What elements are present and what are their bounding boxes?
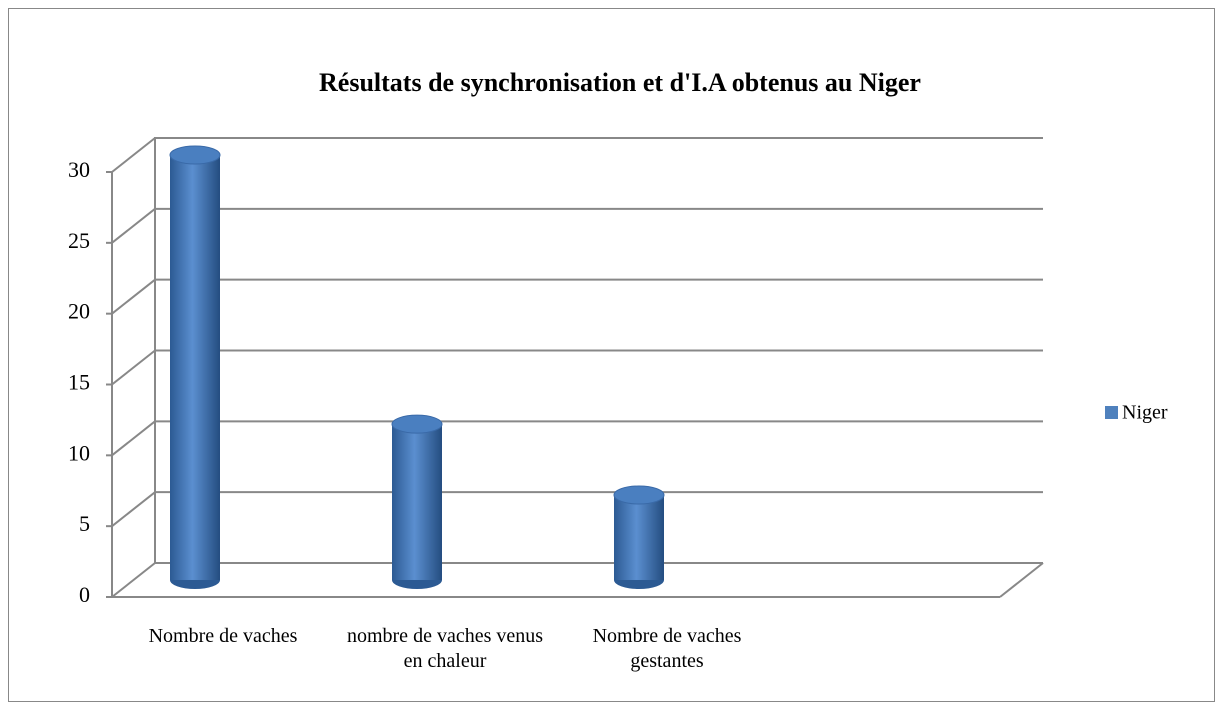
y-tick-label: 15 (68, 370, 90, 395)
legend-swatch (1105, 406, 1118, 419)
y-tick-label: 0 (79, 582, 90, 607)
bar-top (391, 414, 443, 434)
y-tick-label: 20 (68, 299, 90, 324)
bar-top (613, 485, 665, 505)
grid-line (111, 137, 156, 173)
bar (392, 424, 442, 580)
y-tick-label: 5 (79, 511, 90, 536)
x-tick-label: nombre de vaches venus en chaleur (346, 625, 544, 672)
y-tick-label: 25 (68, 228, 90, 253)
floor-right (999, 562, 1044, 598)
grid-line (111, 349, 156, 386)
x-tick-label: Nombre de vaches gestantes (592, 625, 742, 672)
bar-top (169, 145, 221, 165)
grid-line (111, 491, 156, 527)
grid-line (111, 562, 156, 598)
chart-title: Résultats de synchronisation et d'I.A ob… (319, 68, 921, 97)
y-tick-label: 30 (68, 157, 90, 182)
legend-label: Niger (1122, 402, 1168, 424)
bar (170, 155, 220, 580)
bar (614, 495, 664, 580)
grid-line (111, 278, 156, 315)
grid-line (111, 208, 156, 244)
x-tick-label: Nombre de vaches (148, 625, 298, 647)
grid-line (111, 420, 156, 457)
y-tick-label: 10 (68, 440, 90, 465)
